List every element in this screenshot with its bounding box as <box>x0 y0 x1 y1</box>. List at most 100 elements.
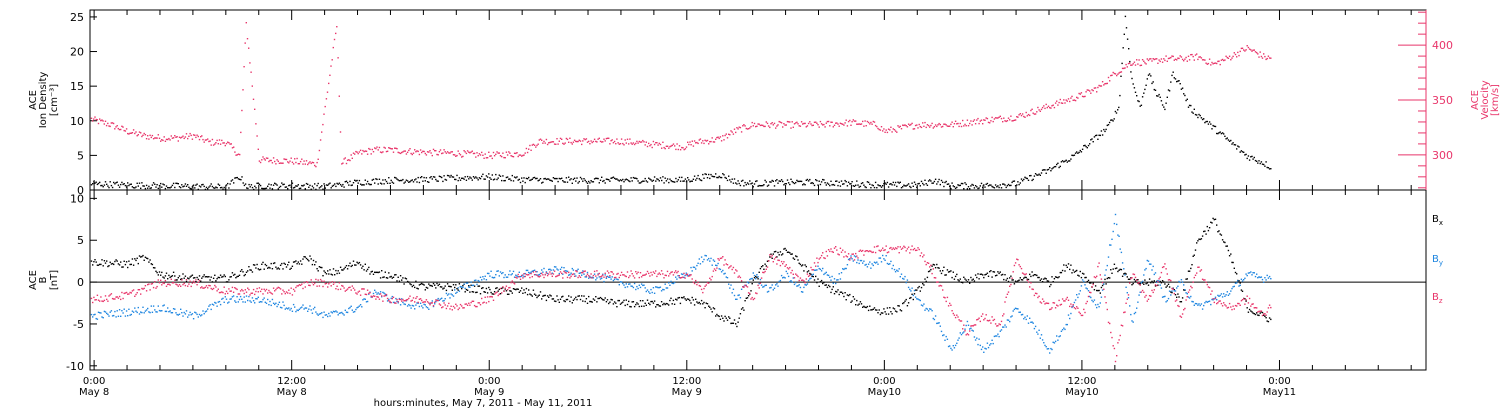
density-series-point <box>766 185 769 187</box>
velocity-series-point <box>711 137 713 139</box>
by-series-point <box>939 325 941 327</box>
bx-series-point <box>508 293 510 295</box>
by-series-point <box>1027 322 1030 324</box>
by-series-point <box>922 305 924 307</box>
bx-series-point <box>792 257 794 259</box>
bx-series-point <box>302 258 304 260</box>
bz-series-point <box>221 291 223 293</box>
bx-series-point <box>964 278 966 280</box>
density-series-point <box>521 177 523 179</box>
bx-series-point <box>579 298 582 301</box>
bz-series-point <box>951 310 953 312</box>
by-series-point <box>389 301 391 304</box>
density-series-point <box>171 184 174 187</box>
velocity-series-point <box>913 128 916 130</box>
by-series-point <box>864 264 866 266</box>
velocity-series-point <box>140 132 142 134</box>
bz-series-point <box>374 295 376 297</box>
bx-series-point <box>1145 283 1147 285</box>
by-series-point <box>277 303 279 306</box>
bx-series-point <box>1129 278 1131 280</box>
velocity-series-point <box>936 125 938 128</box>
bz-series-point <box>516 277 518 279</box>
velocity-series-point <box>718 137 720 140</box>
by-series-point <box>569 273 571 276</box>
density-series-point <box>111 186 114 189</box>
velocity-series-point <box>1110 74 1112 77</box>
by-series-point <box>290 307 292 310</box>
time-tick-label: 0:00 <box>83 376 105 387</box>
velocity-series-point <box>1153 58 1155 61</box>
by-series-point <box>871 263 873 265</box>
bx-series-point <box>819 281 822 283</box>
bx-series-point <box>850 301 852 303</box>
by-series-point <box>327 315 329 318</box>
bz-series-point <box>158 282 161 284</box>
bz-series-point <box>671 271 673 273</box>
velocity-series-point <box>760 124 763 126</box>
bx-series-point <box>429 284 431 287</box>
bz-series-point <box>379 293 382 295</box>
velocity-series-point <box>546 143 549 146</box>
by-series-point <box>974 339 977 341</box>
bx-series-point <box>966 281 969 283</box>
bx-series-point <box>825 284 827 286</box>
velocity-series-point <box>1263 53 1265 55</box>
bx-series-point <box>190 275 192 277</box>
by-series-point <box>653 292 656 294</box>
density-series-point <box>395 177 397 179</box>
velocity-series-point <box>713 141 716 143</box>
bx-series-point <box>1171 291 1173 294</box>
density-series-point <box>1017 181 1019 183</box>
bx-series-point <box>696 301 698 303</box>
bz-series-point <box>491 296 493 298</box>
velocity-series-point <box>925 126 927 129</box>
bz-series-point <box>618 276 620 279</box>
bx-series-point <box>1002 273 1004 276</box>
bz-series-point <box>529 276 531 279</box>
density-series-point <box>655 180 657 182</box>
density-series-point <box>444 178 446 181</box>
velocity-series-point <box>325 98 328 100</box>
bx-series-point <box>700 299 703 302</box>
density-series-point <box>664 177 666 179</box>
bz-series-point <box>763 271 765 274</box>
density-series-point <box>951 182 953 184</box>
density-series-point <box>588 180 590 183</box>
density-series-point <box>497 177 499 179</box>
bx-series-point <box>628 300 630 303</box>
bz-series-point <box>378 298 381 300</box>
velocity-series-point <box>104 120 107 122</box>
bz-series-point <box>298 284 301 286</box>
velocity-series-point <box>1089 90 1091 92</box>
bz-series-point <box>823 257 825 259</box>
density-series-point <box>586 182 589 184</box>
density-series-point <box>1096 134 1098 136</box>
by-series-point <box>429 302 431 305</box>
bx-series-point <box>805 265 807 268</box>
bx-series-point <box>161 271 163 274</box>
velocity-series-point <box>852 119 854 121</box>
by-series-point <box>106 312 108 315</box>
bz-series-point <box>291 294 294 296</box>
density-series-point <box>870 187 872 189</box>
velocity-series-point <box>553 143 556 145</box>
bx-series-point <box>932 263 934 266</box>
bx-series-point <box>362 265 364 267</box>
density-series-point <box>1000 187 1003 189</box>
bx-series-point <box>933 264 936 266</box>
by-series-point <box>331 312 334 314</box>
velocity-series-point <box>1205 62 1207 64</box>
bz-series-point <box>305 281 308 283</box>
density-series-point <box>640 181 643 183</box>
bz-series-point <box>549 271 551 273</box>
bz-series-point <box>846 256 849 258</box>
by-series-point <box>663 289 665 291</box>
bx-series-point <box>1112 268 1114 270</box>
density-series-point <box>188 186 190 188</box>
velocity-series-point <box>840 123 843 125</box>
bz-series-point <box>249 294 251 296</box>
bx-series-point <box>386 277 389 279</box>
bx-series-point <box>836 291 838 293</box>
density-series-point <box>1154 89 1157 91</box>
